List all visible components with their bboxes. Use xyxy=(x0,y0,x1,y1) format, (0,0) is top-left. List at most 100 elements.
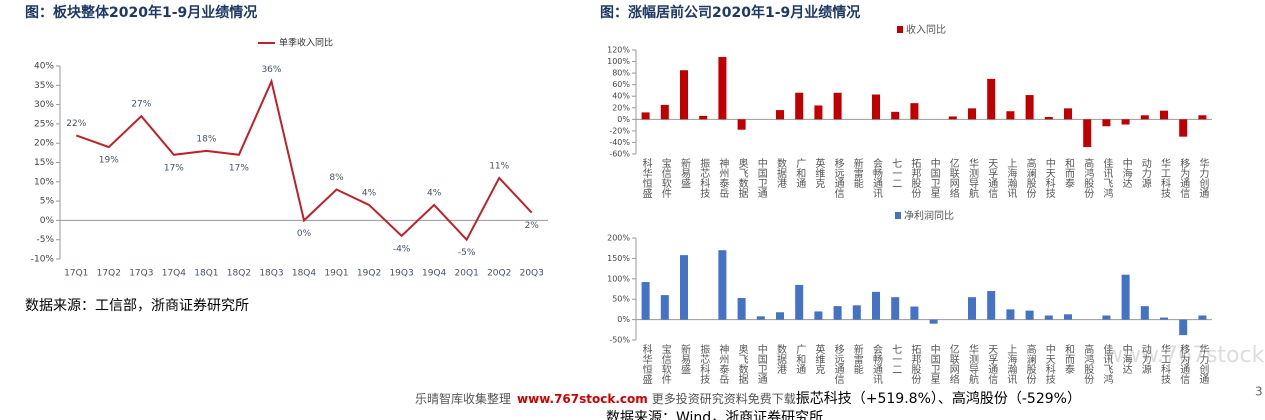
x-tick-label: 数据港 xyxy=(775,157,787,188)
x-tick-label: 和而泰 xyxy=(1063,344,1075,374)
x-tick-label: 华工科技 xyxy=(1159,157,1171,199)
x-tick-label: 亿联网络 xyxy=(947,157,959,199)
chart-title: 图：板块整体2020年1-9月业绩情况 xyxy=(25,4,257,21)
bar xyxy=(1025,310,1034,320)
bar xyxy=(872,94,880,120)
y-tick-label: 5% xyxy=(40,197,55,207)
bar xyxy=(1179,319,1188,336)
data-label: 17% xyxy=(164,163,184,173)
x-tick-label: 天孚通信 xyxy=(986,344,998,385)
bar xyxy=(1198,315,1207,320)
bar xyxy=(680,255,688,320)
bar xyxy=(1160,110,1168,120)
y-tick-label: 120% xyxy=(607,46,630,55)
data-label: 36% xyxy=(261,65,281,75)
y-tick-label: 40% xyxy=(612,92,630,101)
data-label: 0% xyxy=(297,229,312,239)
x-tick-label: 新雷能 xyxy=(851,343,863,375)
bar xyxy=(718,250,727,320)
bar xyxy=(910,103,919,120)
x-tick-label: 科华恒盛 xyxy=(640,343,652,384)
x-tick-label: 20Q2 xyxy=(487,269,511,279)
y-tick-label: 0% xyxy=(617,315,630,324)
x-tick-label: 广和通 xyxy=(794,344,806,374)
x-tick-label: 科华恒盛 xyxy=(640,157,652,198)
bar xyxy=(737,119,746,130)
bar xyxy=(1198,115,1207,120)
bar xyxy=(891,111,900,120)
x-tick-label: 华力创通 xyxy=(1197,157,1209,198)
footer-url[interactable]: www.767stock.com xyxy=(517,392,648,406)
bar xyxy=(814,311,823,320)
x-tick-label: 华测导航 xyxy=(967,343,979,385)
x-tick-label: 英维克 xyxy=(813,343,825,375)
x-tick-label: 中国卫星 xyxy=(928,343,940,384)
y-tick-label: 50% xyxy=(612,295,630,304)
source: 数据来源：Wind，浙商证券研究所 xyxy=(606,410,823,420)
y-tick-label: -10% xyxy=(31,255,55,265)
x-tick-label: 佳讯飞鸿 xyxy=(1101,343,1113,385)
y-tick-label: 60% xyxy=(612,80,630,89)
x-tick-label: 宝信软件 xyxy=(659,343,671,385)
x-tick-label: 18Q3 xyxy=(259,269,283,279)
bar xyxy=(1025,95,1034,120)
legend-label: 单季收入同比 xyxy=(279,37,333,49)
x-tick-label: 17Q3 xyxy=(129,269,153,279)
y-tick-label: -20% xyxy=(609,126,630,135)
y-tick-label: 40% xyxy=(34,62,54,72)
bar xyxy=(660,295,669,320)
x-tick-label: 中天科技 xyxy=(1043,343,1055,385)
y-tick-label: 100% xyxy=(607,274,630,283)
x-tick-label: 19Q4 xyxy=(422,269,447,279)
legend-swatch xyxy=(895,212,901,219)
data-label: 19% xyxy=(99,156,119,166)
x-tick-label: 振芯科技 xyxy=(698,343,710,385)
data-label: 18% xyxy=(196,134,216,144)
x-tick-label: 神州泰岳 xyxy=(717,343,729,385)
x-tick-label: 中国卫星 xyxy=(928,157,940,198)
bar xyxy=(1140,115,1149,120)
y-tick-label: 30% xyxy=(34,100,54,110)
x-tick-label: 会畅通讯 xyxy=(871,343,883,385)
x-tick-label: 和而泰 xyxy=(1063,158,1075,188)
x-tick-label: 20Q3 xyxy=(520,269,544,279)
x-tick-label: 17Q2 xyxy=(97,269,121,279)
source: 数据来源：工信部，浙商证券研究所 xyxy=(25,298,249,314)
bar xyxy=(660,104,669,120)
x-tick-label: 宝信软件 xyxy=(659,157,671,199)
bar xyxy=(872,291,880,320)
bar xyxy=(1083,119,1092,148)
bar xyxy=(1121,274,1130,320)
bar xyxy=(680,70,688,120)
bar xyxy=(1121,119,1130,125)
page-number: 3 xyxy=(1255,385,1263,399)
bar xyxy=(1044,117,1053,120)
x-tick-label: 华力创通 xyxy=(1197,343,1209,384)
x-tick-label: 中国卫通 xyxy=(755,157,767,198)
bar xyxy=(1064,108,1072,120)
x-tick-label: 中海达 xyxy=(1120,343,1132,374)
data-label: 4% xyxy=(427,188,442,198)
bar xyxy=(814,105,823,120)
x-tick-label: 奥飞数据 xyxy=(736,343,748,385)
data-label: -4% xyxy=(393,244,411,254)
bar xyxy=(891,297,900,320)
x-tick-label: 移远通信 xyxy=(832,157,844,199)
legend-swatch xyxy=(897,26,903,33)
x-tick-label: 英维克 xyxy=(813,157,825,189)
bar xyxy=(776,110,784,120)
footer-note: 振芯科技（+519.8%）、高鸿股份（-529%） xyxy=(796,390,1081,407)
x-tick-label: 19Q2 xyxy=(357,269,381,279)
legend-label: 收入同比 xyxy=(906,23,946,36)
y-tick-label: 150% xyxy=(607,254,630,263)
y-tick-label: 10% xyxy=(34,177,54,187)
x-tick-label: 高鸿股份 xyxy=(1082,343,1094,385)
x-tick-label: 18Q2 xyxy=(227,269,251,279)
x-tick-label: 华测导航 xyxy=(967,157,979,199)
bar xyxy=(833,92,842,120)
data-label: -5% xyxy=(458,248,476,258)
x-tick-label: 振芯科技 xyxy=(698,157,710,199)
x-tick-label: 会畅通讯 xyxy=(871,157,883,199)
bar xyxy=(795,92,804,120)
